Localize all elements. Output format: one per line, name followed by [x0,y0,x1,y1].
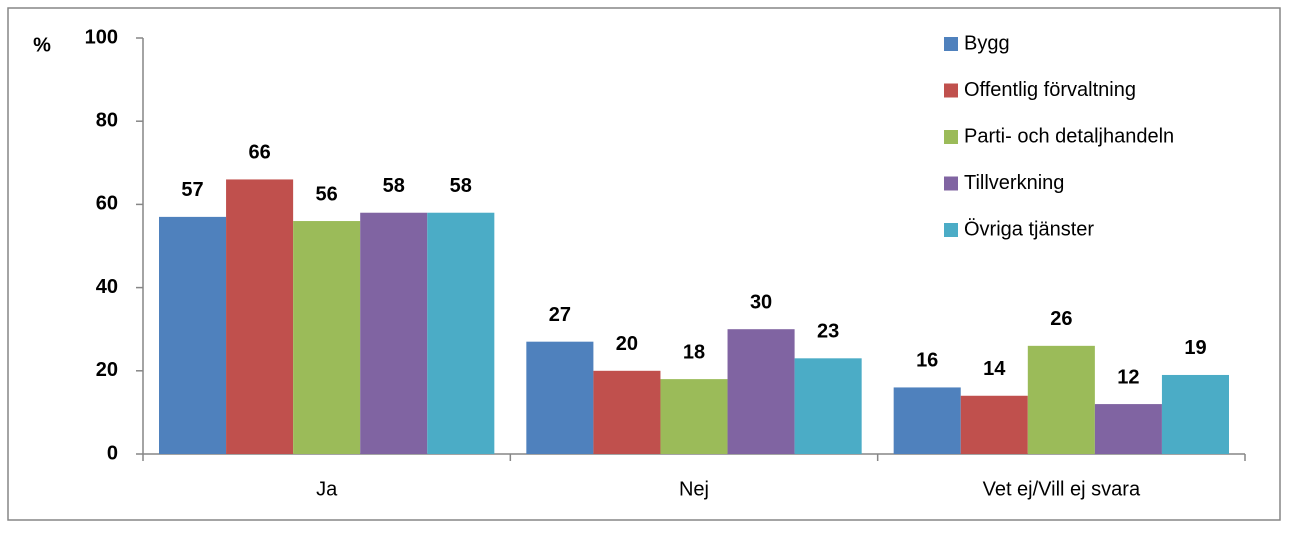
bar [660,379,728,454]
legend-swatch [944,83,958,98]
legend-swatch [944,176,958,191]
data-label: 12 [1117,366,1139,388]
y-tick-label: 60 [96,193,118,215]
bar [593,370,661,454]
bar [360,212,428,454]
data-label: 16 [916,350,938,372]
legend-swatch [944,37,958,51]
data-label: 23 [817,321,839,343]
bar [427,212,495,454]
data-label: 14 [983,358,1006,380]
legend-label: Bygg [964,32,1010,54]
bar [226,179,294,454]
data-label: 26 [1050,308,1072,330]
bar [1161,374,1229,454]
y-tick-label: 0 [107,442,118,464]
data-label: 18 [683,341,705,363]
y-axis-label: % [33,34,51,56]
data-label: 19 [1184,337,1206,359]
legend-swatch [944,223,958,237]
legend-label: Parti- och detaljhandeln [964,125,1174,147]
y-tick-label: 100 [85,26,118,48]
bar [1027,345,1095,454]
data-label: 58 [383,175,405,197]
data-label: 20 [616,333,638,355]
legend-label: Övriga tjänster [964,218,1094,240]
data-label: 30 [750,291,772,313]
data-label: 66 [248,142,270,164]
y-tick-label: 40 [96,276,118,298]
bar [960,395,1028,454]
x-tick-label: Vet ej/Vill ej svara [983,478,1141,500]
bar [794,358,862,454]
y-tick-label: 20 [96,359,118,381]
bar [893,387,961,454]
bar [526,341,594,454]
bar [159,216,227,454]
legend-swatch [944,130,958,144]
bar [727,329,795,454]
data-label: 27 [549,304,571,326]
data-label: 57 [181,179,203,201]
x-tick-label: Ja [316,478,338,500]
y-tick-label: 80 [96,109,118,131]
legend-label: Offentlig förvaltning [964,79,1136,101]
bar [293,221,361,454]
bar [1094,404,1162,454]
legend-label: Tillverkning [964,172,1064,194]
x-tick-label: Nej [679,478,709,500]
data-label: 58 [450,175,472,197]
data-label: 56 [316,183,338,205]
